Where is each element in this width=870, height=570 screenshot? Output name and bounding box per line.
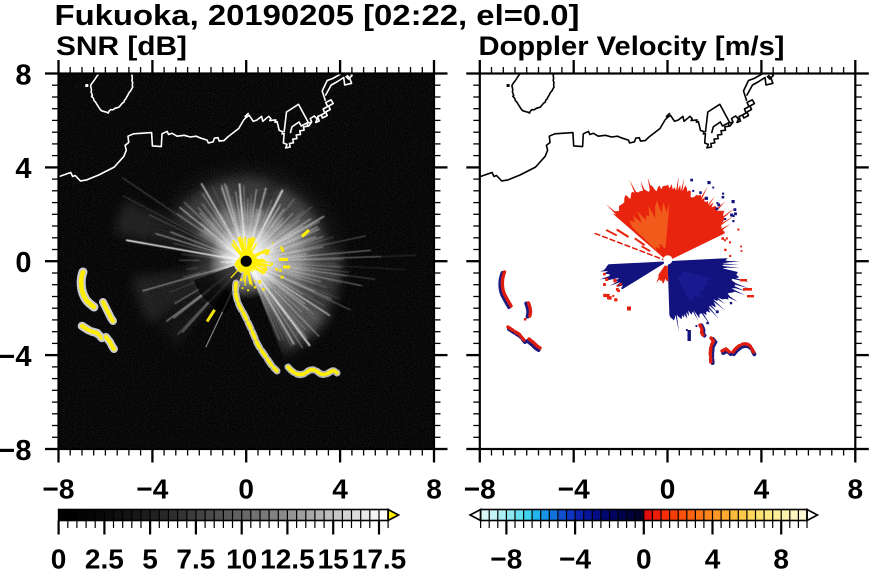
svg-text:Fukuoka, 20190205 [02:22, el=0: Fukuoka, 20190205 [02:22, el=0.0] — [55, 0, 580, 32]
svg-text:4: 4 — [705, 544, 721, 570]
svg-text:−8: −8 — [0, 435, 32, 467]
svg-text:4: 4 — [754, 474, 770, 505]
svg-text:5: 5 — [142, 544, 158, 570]
svg-text:8: 8 — [15, 59, 31, 91]
svg-text:−8: −8 — [43, 474, 75, 505]
svg-text:8: 8 — [848, 474, 864, 505]
svg-text:15: 15 — [318, 544, 349, 570]
svg-text:Doppler Velocity [m/s]: Doppler Velocity [m/s] — [479, 31, 785, 61]
svg-text:12.5: 12.5 — [260, 544, 315, 570]
svg-text:7.5: 7.5 — [176, 544, 215, 570]
svg-text:SNR [dB]: SNR [dB] — [56, 31, 187, 61]
svg-text:10: 10 — [226, 544, 257, 570]
svg-text:0: 0 — [660, 474, 676, 505]
svg-text:−8: −8 — [464, 474, 496, 505]
svg-text:−4: −4 — [559, 544, 591, 570]
svg-text:0: 0 — [636, 544, 652, 570]
svg-text:0: 0 — [238, 474, 254, 505]
svg-text:2.5: 2.5 — [85, 544, 124, 570]
svg-text:17.5: 17.5 — [352, 544, 407, 570]
svg-text:−4: −4 — [136, 474, 168, 505]
svg-text:8: 8 — [426, 474, 442, 505]
svg-text:−4: −4 — [0, 341, 32, 373]
svg-text:0: 0 — [51, 544, 67, 570]
svg-text:0: 0 — [15, 247, 31, 279]
svg-text:−8: −8 — [490, 544, 522, 570]
svg-text:8: 8 — [773, 544, 789, 570]
svg-text:4: 4 — [15, 153, 31, 185]
svg-text:4: 4 — [332, 474, 348, 505]
svg-text:−4: −4 — [558, 474, 590, 505]
